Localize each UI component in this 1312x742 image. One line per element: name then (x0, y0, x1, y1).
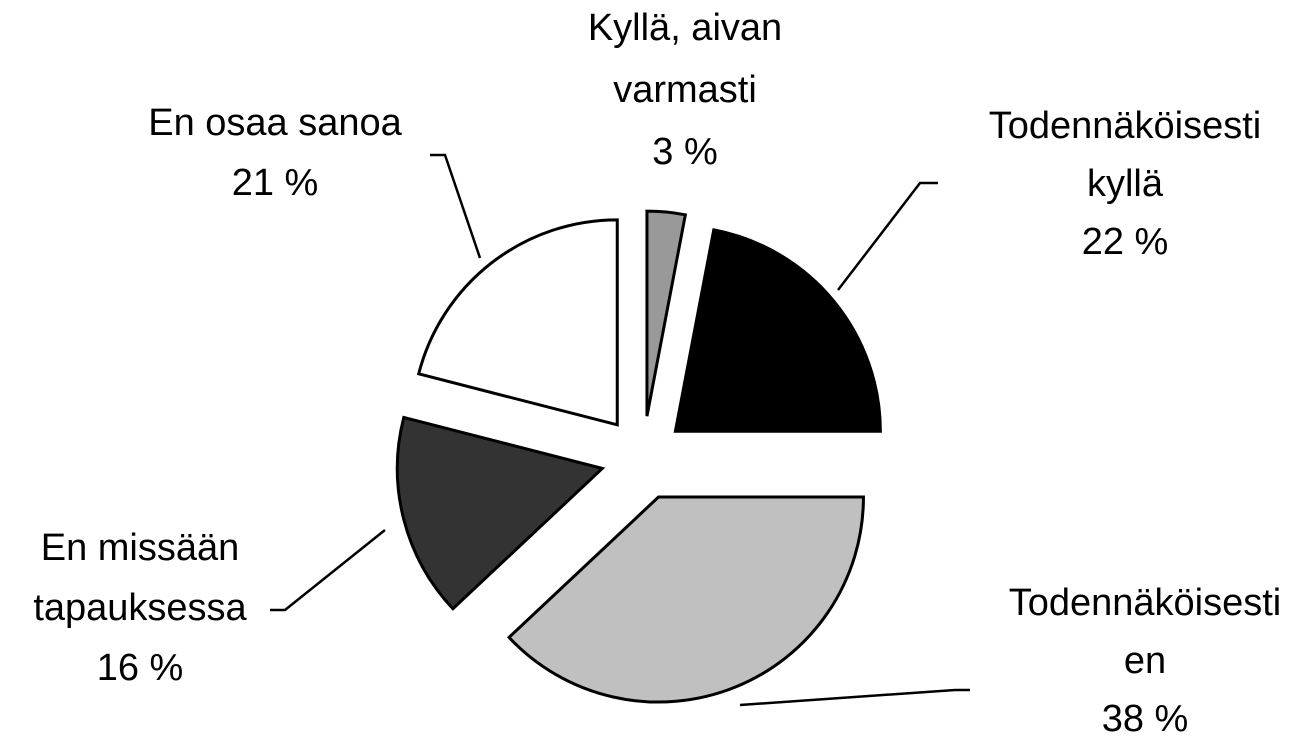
value-label: 21 % (232, 162, 319, 204)
slice-label: En missään tapauksessa (33, 527, 247, 629)
value-label: 3 % (652, 131, 717, 173)
leader-line (837, 181, 938, 291)
leader-line (739, 688, 970, 707)
value-label: 38 % (1102, 698, 1189, 740)
value-label: 22 % (1082, 221, 1169, 263)
pie-slice (645, 209, 688, 417)
pie-slice (416, 218, 619, 427)
pie-slice (506, 495, 865, 704)
leader-line (270, 529, 386, 612)
slice-label: En osaa sanoa (148, 102, 402, 144)
pie-slice (395, 415, 606, 611)
slice-label: Todennäköisesti kyllä (989, 105, 1262, 205)
leader-line (430, 153, 482, 259)
slice-label: Kyllä, aivan varmasti (588, 7, 782, 111)
pie-slice (673, 228, 882, 433)
slice-label: Todennäköisesti en (1009, 582, 1282, 682)
value-label: 16 % (97, 647, 184, 689)
